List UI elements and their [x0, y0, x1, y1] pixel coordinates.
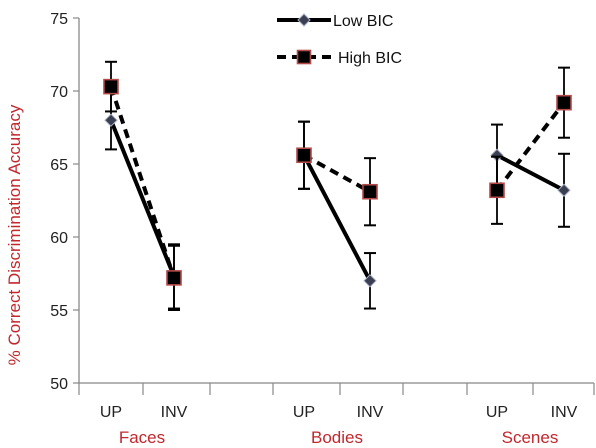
- data-point: [363, 274, 377, 288]
- data-point: [362, 183, 378, 200]
- legend: Low BIC High BIC: [277, 13, 402, 67]
- series-line: [302, 154, 372, 282]
- series-layer: [103, 60, 572, 311]
- x-tick-label: UP: [486, 404, 508, 421]
- data-point: [489, 182, 505, 199]
- series-line: [109, 85, 176, 279]
- group-label: Faces: [119, 428, 165, 447]
- x-tick-label: UP: [100, 404, 122, 421]
- series-line: [495, 101, 566, 192]
- legend-label: Low BIC: [333, 13, 393, 30]
- data-point: [557, 183, 571, 197]
- x-tick-label: UP: [293, 404, 315, 421]
- x-tick-label: INV: [161, 404, 188, 421]
- x-tick-label: INV: [357, 404, 384, 421]
- legend-marker: [296, 49, 312, 65]
- data-point: [104, 113, 118, 127]
- y-tick-label: 75: [50, 11, 68, 28]
- legend-item: High BIC: [277, 49, 402, 67]
- legend-marker: [297, 13, 311, 27]
- legend-label: High BIC: [338, 50, 402, 67]
- y-tick-label: 60: [50, 230, 68, 247]
- data-point: [166, 270, 182, 286]
- x-tick-label: INV: [551, 404, 578, 421]
- series-line: [303, 153, 371, 194]
- series-line: [109, 119, 176, 278]
- data-point: [556, 94, 572, 111]
- y-axis-label: % Correct Discrimination Accuracy: [5, 104, 24, 365]
- y-tick-label: 70: [50, 84, 68, 101]
- axes: [78, 18, 595, 395]
- group-label: Scenes: [502, 428, 559, 447]
- group-label: Bodies: [311, 428, 363, 447]
- y-ticks: 50 55 60 65 70 75: [50, 11, 79, 393]
- series-line: [496, 153, 565, 193]
- y-tick-label: 65: [50, 157, 68, 174]
- data-point: [103, 78, 119, 95]
- legend-item: Low BIC: [277, 13, 393, 30]
- series-high-bic: [103, 60, 572, 311]
- data-point: [296, 147, 312, 164]
- y-tick-label: 50: [50, 376, 68, 393]
- x-ticks: UP INV Faces UP INV Bodies UP INV Scenes: [100, 404, 578, 447]
- y-tick-label: 55: [50, 303, 68, 320]
